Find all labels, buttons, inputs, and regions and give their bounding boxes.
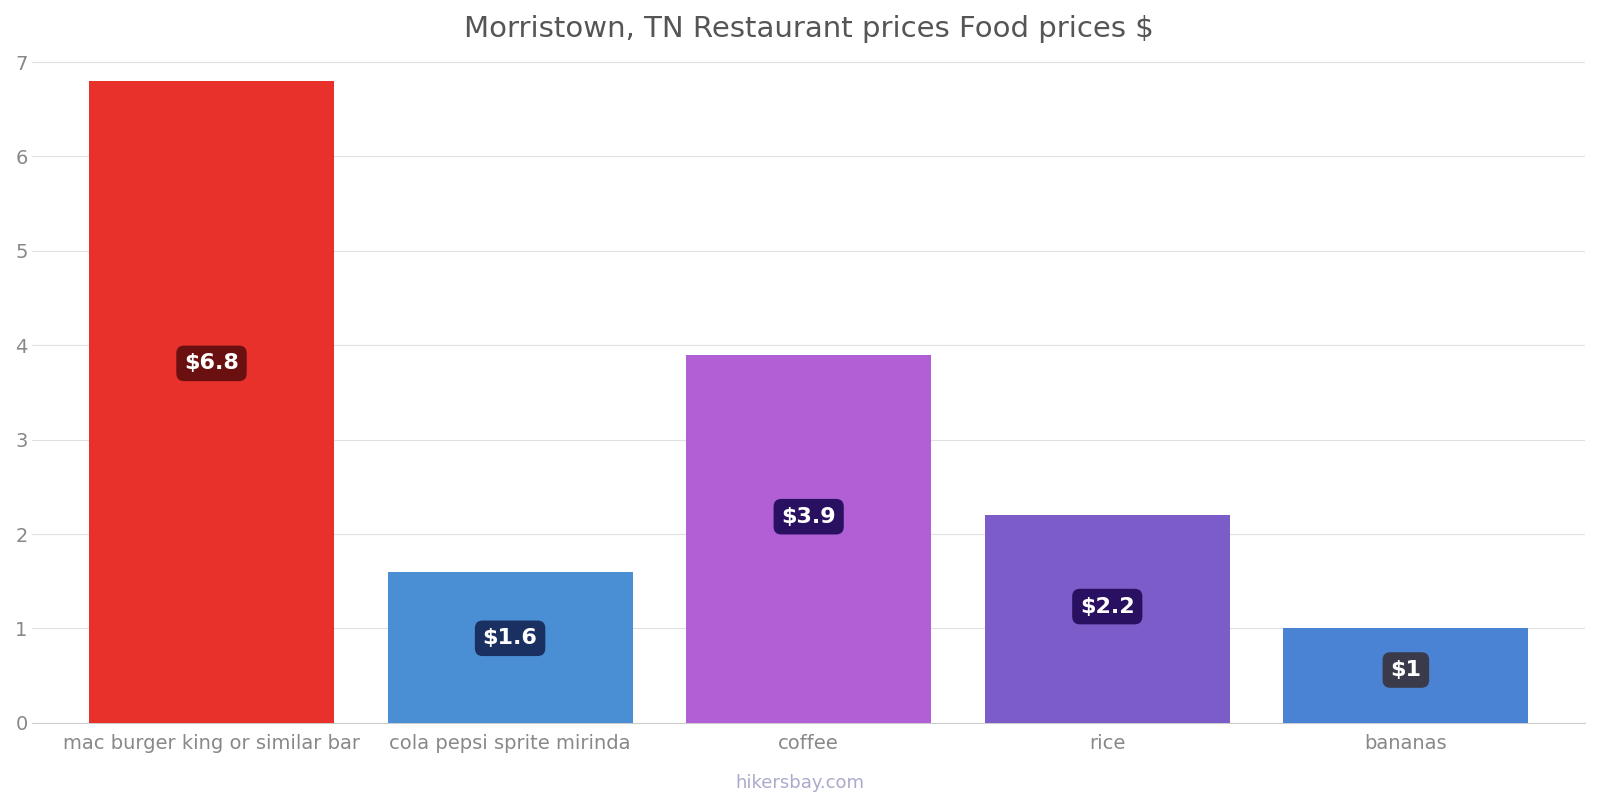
Bar <box>387 572 632 723</box>
Text: $6.8: $6.8 <box>184 354 238 374</box>
Bar <box>90 81 334 723</box>
Text: hikersbay.com: hikersbay.com <box>736 774 864 792</box>
Text: $1.6: $1.6 <box>483 628 538 648</box>
Text: $2.2: $2.2 <box>1080 597 1134 617</box>
Text: $1: $1 <box>1390 660 1421 680</box>
Bar <box>1283 629 1528 723</box>
Text: $3.9: $3.9 <box>781 506 835 526</box>
Bar <box>986 515 1230 723</box>
Bar <box>686 354 931 723</box>
Title: Morristown, TN Restaurant prices Food prices $: Morristown, TN Restaurant prices Food pr… <box>464 15 1154 43</box>
